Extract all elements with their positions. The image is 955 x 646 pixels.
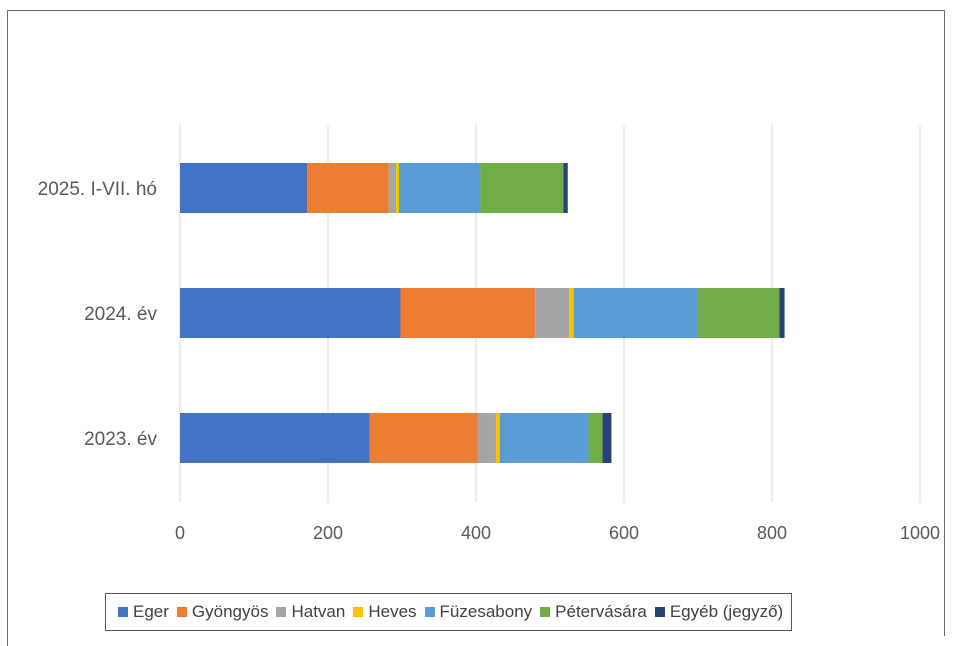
bar-segment: [400, 288, 536, 338]
x-tick-label: 400: [461, 523, 491, 543]
legend-label: Heves: [368, 602, 417, 621]
bar-segment: [495, 413, 500, 463]
y-category-label: 2023. év: [84, 429, 157, 450]
legend-item: Heves: [353, 602, 417, 622]
bar-segment: [535, 288, 570, 338]
bar-segment: [396, 163, 400, 213]
legend-swatch: [424, 607, 435, 617]
legend-swatch: [540, 607, 551, 617]
bar-segment: [573, 288, 698, 338]
x-tick-label: 200: [313, 523, 343, 543]
legend-swatch: [118, 607, 128, 617]
x-tick-label: 0: [175, 523, 185, 543]
bar-segment: [307, 163, 389, 213]
bar-segment: [480, 163, 564, 213]
x-tick-label: 800: [757, 523, 787, 543]
frame-edge: [7, 636, 8, 646]
y-axis-labels: 2025. I-VII. hó 2024. év 2023. év: [38, 179, 158, 450]
bar-segment: [779, 288, 785, 338]
legend-label: Pétervására: [555, 602, 647, 621]
bar-segments: [180, 163, 785, 463]
legend-label: Eger: [133, 602, 169, 621]
bar-segment: [602, 413, 612, 463]
legend-item: Hatvan: [276, 602, 345, 622]
legend-label: Füzesabony: [439, 602, 533, 621]
bar-segment: [399, 163, 481, 213]
legend-item: Pétervására: [540, 602, 647, 622]
legend-item: Egyéb (jegyző): [654, 602, 784, 622]
legend-label: Hatvan: [291, 602, 346, 621]
legend-item: Gyöngyös: [176, 602, 269, 622]
legend-label: Egyéb (jegyző): [669, 602, 784, 621]
x-axis-labels: 0 200 400 600 800 1000: [175, 523, 940, 543]
bar-segment: [180, 413, 370, 463]
legend-item: Eger: [118, 602, 169, 622]
bar-segment: [180, 163, 308, 213]
bar-segment: [588, 413, 603, 463]
legend-swatch: [353, 607, 364, 617]
legend-swatch: [276, 607, 287, 617]
bar-segment: [698, 288, 780, 338]
bar-segment: [499, 413, 589, 463]
y-category-label: 2024. év: [84, 304, 157, 325]
bar-segment: [563, 163, 568, 213]
x-tick-label: 600: [609, 523, 639, 543]
bar-segment: [477, 413, 496, 463]
legend: Eger Gyöngyös Hatvan Heves Füzesabony Pétervá…: [105, 593, 793, 631]
legend-item: Füzesabony: [424, 602, 533, 622]
bar-segment: [569, 288, 574, 338]
y-category-label: 2025. I-VII. hó: [38, 179, 157, 200]
x-tick-label: 1000: [900, 523, 940, 543]
bar-segment: [180, 288, 401, 338]
legend-label: Gyöngyös: [191, 602, 269, 621]
chart-frame: [7, 10, 945, 636]
bar-segment: [388, 163, 397, 213]
legend-swatch: [176, 607, 187, 617]
bar-segment: [369, 413, 478, 463]
legend-swatch: [654, 607, 665, 617]
